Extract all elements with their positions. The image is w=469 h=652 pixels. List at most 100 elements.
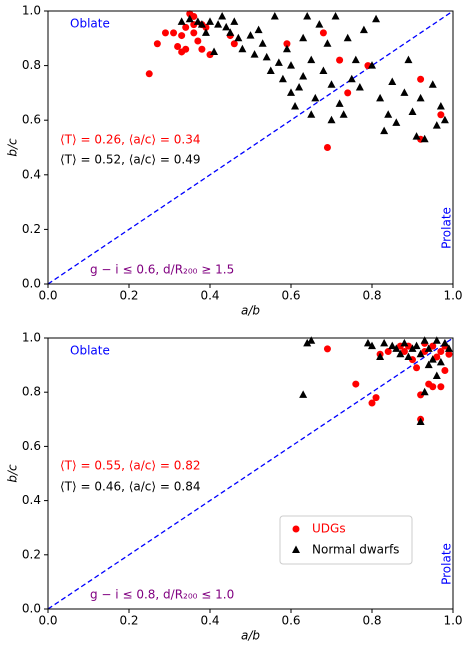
point — [177, 17, 186, 25]
annotation: Oblate — [70, 344, 110, 358]
point — [197, 20, 206, 28]
point — [445, 350, 453, 358]
y-tick-label: 1.0 — [22, 331, 41, 345]
point — [352, 380, 360, 388]
point — [433, 353, 441, 361]
y-tick-label: 0.0 — [22, 602, 41, 616]
point — [400, 338, 409, 347]
legend: UDGs Normal dwarfs — [279, 515, 413, 565]
point — [436, 357, 445, 366]
point — [190, 12, 198, 20]
point — [292, 525, 300, 533]
point — [416, 417, 425, 426]
y-tick-label: 1.0 — [22, 4, 41, 18]
point — [384, 110, 393, 118]
annotation: g − i ≤ 0.6, d/R₂₀₀ ≥ 1.5 — [90, 263, 234, 277]
point — [145, 70, 153, 78]
point — [432, 371, 441, 379]
point — [190, 29, 198, 37]
point — [153, 40, 161, 48]
point — [254, 25, 263, 34]
x-axis-label: a/b — [241, 304, 260, 318]
point — [429, 383, 437, 391]
point — [429, 342, 437, 350]
point — [327, 115, 336, 124]
point — [408, 344, 417, 352]
annotation: ⟨T⟩ = 0.46, ⟨a/c⟩ = 0.84 — [60, 480, 200, 494]
point — [355, 82, 364, 91]
point — [363, 338, 372, 347]
legend-label: UDGs — [312, 522, 346, 536]
point — [303, 11, 312, 20]
point — [437, 383, 445, 391]
point — [295, 82, 304, 91]
point — [214, 20, 223, 28]
point — [331, 11, 340, 20]
plot-frame — [47, 10, 454, 285]
point — [303, 338, 312, 347]
point — [413, 364, 421, 372]
point — [420, 336, 429, 344]
point — [372, 14, 381, 23]
legend-box — [279, 515, 413, 565]
point — [420, 387, 429, 396]
point — [287, 61, 295, 69]
point — [193, 17, 202, 25]
point — [408, 107, 417, 116]
x-tick-label: 1.0 — [443, 614, 462, 628]
x-tick-label: 0.8 — [362, 289, 381, 303]
point — [404, 352, 413, 360]
y-tick-label: 0.2 — [22, 547, 41, 561]
point — [210, 47, 219, 55]
x-tick-label: 0.6 — [281, 614, 300, 628]
point — [424, 360, 433, 369]
point — [182, 45, 190, 53]
annotation: Oblate — [70, 17, 110, 31]
point — [412, 132, 421, 140]
y-axis-label: b/c — [6, 138, 20, 157]
point — [440, 115, 449, 124]
point — [368, 61, 376, 69]
annotation: ⟨T⟩ = 0.26, ⟨a/c⟩ = 0.34 — [60, 133, 200, 147]
y-axis-label: b/c — [6, 464, 20, 483]
annotation: ⟨T⟩ = 0.55, ⟨a/c⟩ = 0.82 — [60, 459, 200, 473]
point — [315, 20, 324, 28]
annotation: ⟨T⟩ = 0.52, ⟨a/c⟩ = 0.49 — [60, 153, 200, 167]
diagonal — [47, 10, 454, 285]
point — [170, 29, 178, 37]
point — [376, 93, 385, 102]
point — [432, 121, 441, 129]
point — [218, 11, 227, 20]
point — [201, 28, 210, 36]
point — [246, 31, 255, 39]
point — [299, 33, 308, 42]
point — [376, 352, 385, 360]
point — [206, 17, 214, 25]
point — [420, 134, 429, 143]
y-tick-label: 0.4 — [22, 493, 41, 507]
point — [194, 37, 202, 45]
x-tick-label: 0.6 — [281, 289, 300, 303]
point — [287, 88, 295, 96]
point — [185, 14, 194, 23]
point — [299, 72, 308, 80]
point — [416, 349, 425, 358]
point — [266, 66, 275, 75]
point — [327, 80, 336, 88]
x-tick-label: 0.0 — [38, 289, 57, 303]
point — [282, 44, 291, 53]
x-tick-label: 0.2 — [119, 614, 138, 628]
point — [292, 545, 300, 553]
point — [336, 56, 344, 64]
point — [182, 23, 190, 31]
panel: 0.0 0.2 0.4 0.6 0.8 1.0 0.0 0.2 0.4 0.6 0.8 1.0 a/b b… — [6, 4, 463, 318]
point — [412, 341, 421, 350]
y-tick-label: 0.8 — [22, 385, 41, 399]
point — [351, 55, 360, 64]
point — [416, 93, 425, 102]
point — [238, 44, 247, 53]
point — [270, 11, 279, 20]
x-tick-label: 0.4 — [200, 614, 219, 628]
point — [380, 338, 389, 347]
